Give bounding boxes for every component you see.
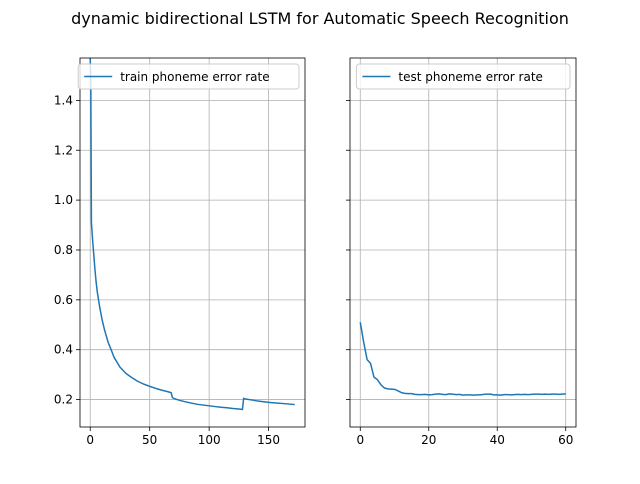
x-tick-label: 50: [142, 433, 157, 447]
axes-frame: [79, 57, 306, 428]
y-tick-label: 1.2: [54, 143, 73, 157]
x-tick-label: 150: [257, 433, 280, 447]
figure-title: dynamic bidirectional LSTM for Automatic…: [71, 9, 569, 28]
legend-box: [355, 63, 571, 90]
x-tick-label: 60: [558, 433, 573, 447]
x-tick-label: 0: [356, 433, 364, 447]
legend-label: test phoneme error rate: [398, 70, 543, 84]
legend-label: train phoneme error rate: [120, 70, 269, 84]
series-line: [359, 322, 566, 396]
y-tick-label: 0.2: [54, 393, 73, 407]
series-line: [89, 58, 295, 411]
x-tick-label: 40: [490, 433, 505, 447]
x-tick-label: 100: [198, 433, 221, 447]
x-tick-label: 20: [421, 433, 436, 447]
axes-frame: [349, 57, 577, 428]
y-tick-label: 0.6: [54, 293, 73, 307]
test-error-panel: 0 20 40 60 test phoneme error rate: [346, 57, 577, 447]
y-tick-label: 1.0: [54, 193, 73, 207]
y-tick-label: 1.4: [54, 93, 73, 107]
y-tick-label: 0.4: [54, 343, 73, 357]
legend-box: [77, 63, 300, 90]
x-tick-label: 0: [86, 433, 94, 447]
train-error-panel: 0 50 100 150 0.2 0.4 0.6 0.8 1.0 1.2 1.4 train phon…: [54, 57, 306, 447]
y-tick-label: 0.8: [54, 243, 73, 257]
